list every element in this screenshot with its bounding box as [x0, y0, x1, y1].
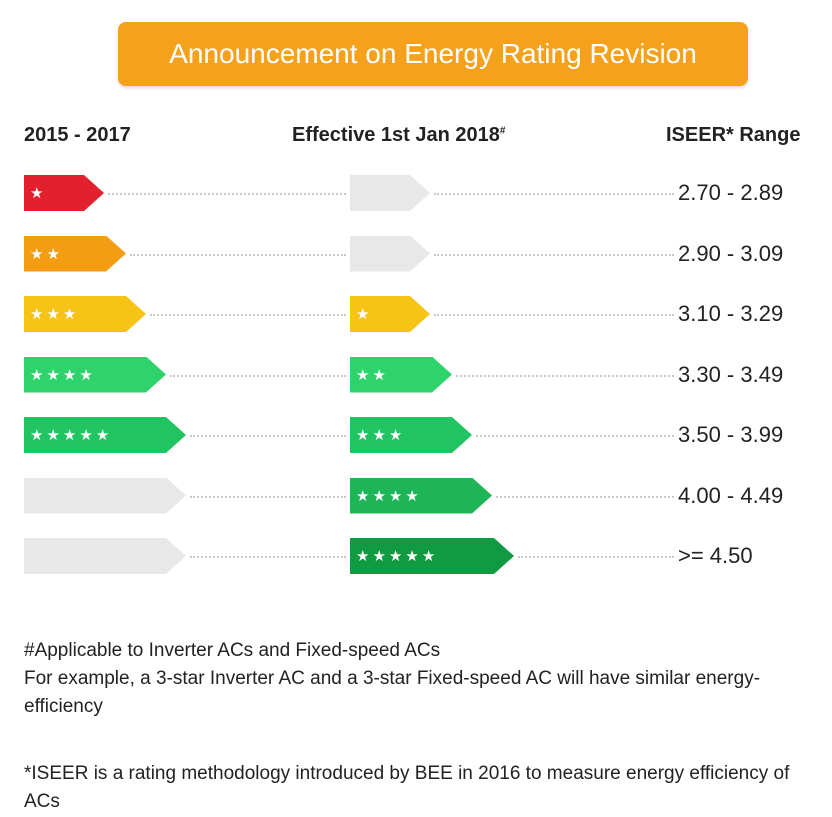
- old-rating-badge: ★ ★ ★ ★ ★: [24, 417, 186, 453]
- old-rating-badge: [24, 538, 186, 574]
- dotted-connector: [518, 556, 674, 558]
- dotted-connector: [150, 314, 346, 316]
- iseer-range: 2.70 - 2.89: [678, 180, 784, 205]
- star-icon: ★: [46, 306, 63, 323]
- old-rating-badge: ★ ★ ★ ★: [24, 357, 166, 393]
- new-period-label: Effective 1st Jan 2018: [292, 124, 500, 146]
- rating-row: ★ ★ 2.90 - 3.09: [0, 236, 832, 274]
- star-icon: ★: [356, 366, 373, 384]
- dotted-connector: [190, 495, 346, 498]
- new-rating-badge: [350, 236, 430, 272]
- rating-row: ★ 2.70 - 2.89: [0, 175, 832, 213]
- star-icon: ★: [421, 548, 439, 565]
- star-icon: ★: [46, 245, 63, 263]
- title-banner: Announcement on Energy Rating Revision: [118, 22, 748, 86]
- dotted-connector: [434, 253, 674, 256]
- iseer-note: *ISEER is a rating methodology introduce…: [24, 763, 790, 812]
- dotted-connector: [130, 253, 346, 256]
- applicable-note: #Applicable to Inverter ACs and Fixed-sp…: [24, 640, 441, 661]
- iseer-range: 3.50 - 3.99: [678, 422, 784, 447]
- old-rating-badge: ★ ★ ★: [24, 296, 146, 332]
- rating-row: ★ ★ ★ ★ 4.00 - 4.49: [0, 478, 832, 516]
- rating-row: ★ ★ ★ ★ ★ >= 4.50: [0, 538, 832, 576]
- star-icon: ★: [405, 487, 422, 505]
- star-icon: ★: [30, 185, 47, 202]
- iseer-range: 3.30 - 3.49: [678, 361, 784, 387]
- star-icon: ★: [79, 366, 96, 384]
- star-icon: ★: [46, 427, 63, 444]
- old-period-header: 2015 - 2017: [24, 124, 131, 146]
- star-icon: ★: [405, 548, 422, 565]
- dotted-connector: [476, 435, 674, 437]
- example-note: For example, a 3-star Inverter AC and a …: [24, 668, 761, 717]
- dotted-connector: [434, 193, 674, 195]
- new-rating-badge: ★ ★: [350, 357, 452, 393]
- dotted-connector: [434, 314, 674, 316]
- star-icon: ★: [46, 366, 63, 384]
- star-icon: ★: [372, 427, 389, 444]
- footnote-mark: #: [499, 125, 506, 137]
- new-rating-badge: ★ ★ ★ ★: [350, 478, 492, 514]
- star-icon: ★: [372, 548, 389, 565]
- new-rating-badge: ★ ★ ★ ★ ★: [350, 538, 514, 574]
- star-icon: ★: [356, 306, 373, 323]
- star-icon: ★: [388, 548, 406, 565]
- star-icon: ★: [388, 427, 406, 444]
- dotted-connector: [190, 556, 346, 558]
- iseer-range: >= 4.50: [678, 543, 753, 568]
- star-icon: ★: [388, 487, 406, 505]
- dotted-connector: [170, 374, 346, 377]
- dotted-connector: [496, 495, 674, 498]
- star-icon: ★: [372, 487, 389, 505]
- old-rating-badge: ★: [24, 175, 104, 211]
- old-rating-badge: ★ ★: [24, 236, 126, 272]
- star-icon: ★: [95, 427, 113, 444]
- star-icon: ★: [30, 427, 47, 444]
- star-icon: ★: [62, 366, 80, 384]
- iseer-range: 3.10 - 3.29: [678, 301, 784, 326]
- star-icon: ★: [356, 548, 373, 565]
- new-rating-badge: [350, 175, 430, 211]
- rating-row: ★ ★ ★ ★ 3.10 - 3.29: [0, 296, 832, 334]
- dotted-connector: [108, 193, 346, 195]
- rating-row: ★ ★ ★ ★ ★ ★ ★ ★ 3.50 - 3.99: [0, 417, 832, 455]
- star-icon: ★: [30, 366, 47, 384]
- new-rating-badge: ★ ★ ★: [350, 417, 472, 453]
- iseer-range: 2.90 - 3.09: [678, 240, 784, 266]
- star-icon: ★: [30, 245, 47, 263]
- new-period-header: Effective 1st Jan 2018#: [292, 124, 505, 147]
- star-icon: ★: [30, 306, 47, 323]
- rating-row: ★ ★ ★ ★ ★ ★ 3.30 - 3.49: [0, 357, 832, 395]
- star-icon: ★: [356, 427, 373, 444]
- star-icon: ★: [62, 306, 80, 323]
- dotted-connector: [190, 435, 346, 437]
- star-icon: ★: [62, 427, 80, 444]
- star-icon: ★: [356, 487, 373, 505]
- iseer-range: 4.00 - 4.49: [678, 482, 784, 508]
- star-icon: ★: [79, 427, 96, 444]
- star-icon: ★: [372, 366, 389, 384]
- dotted-connector: [456, 374, 674, 377]
- range-header: ISEER* Range: [666, 124, 801, 146]
- new-rating-badge: ★: [350, 296, 430, 332]
- old-rating-badge: [24, 478, 186, 514]
